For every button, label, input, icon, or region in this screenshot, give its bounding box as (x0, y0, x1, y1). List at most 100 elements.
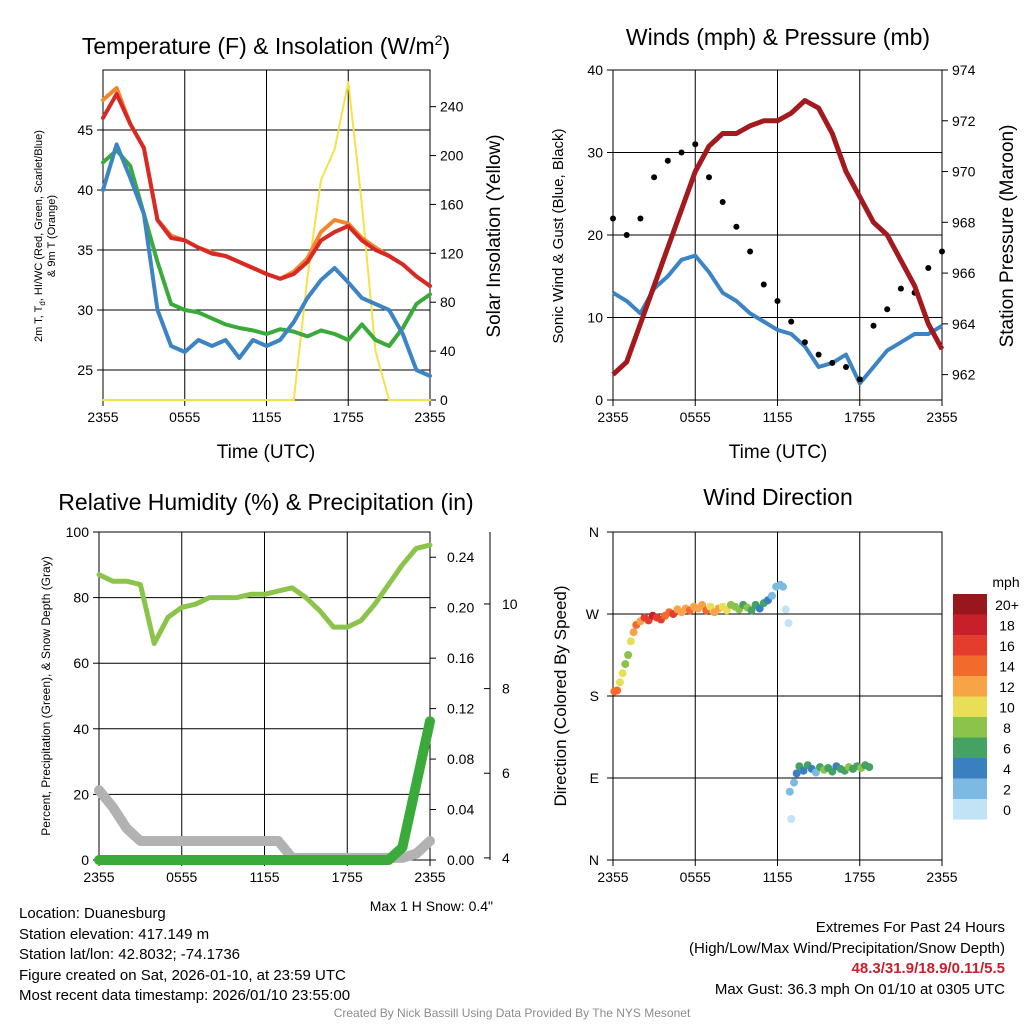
gust-point (939, 248, 945, 255)
y-tick-label: 35 (77, 242, 93, 258)
x-tick-label: 2355 (597, 869, 628, 885)
y-tick-label: 25 (77, 362, 93, 378)
x-tick-label: 1155 (762, 869, 792, 885)
y-tick-label: 40 (77, 182, 93, 198)
y2-tick-label: 0.08 (447, 751, 474, 767)
colorbar-label: 6 (1003, 741, 1011, 757)
y2-tick-label: 200 (440, 148, 464, 164)
direction-point (779, 582, 787, 591)
y3-tick-label: 4 (502, 850, 510, 866)
y3-tick-label: 10 (502, 596, 518, 612)
colorbar-label: 10 (999, 700, 1015, 716)
series-line-precipitation (94, 716, 435, 865)
x-tick-label: 0555 (680, 409, 711, 425)
y-tick-label: E (590, 770, 599, 786)
y-tick-label: 20 (73, 786, 89, 802)
wind-direction-panel: Wind Direction 2355 0555 1155 1755 2355NESWN… (551, 484, 1020, 885)
direction-point (613, 686, 622, 695)
direction-point (784, 619, 793, 628)
direction-point (768, 591, 776, 600)
colorbar-swatch (953, 717, 987, 738)
winds-ylabel: Sonic Wind & Gust (Blue, Black) (550, 128, 567, 343)
winds-panel: Winds (mph) & Pressure (mb) 2355 0555 1155… (550, 24, 1018, 463)
gust-point (610, 215, 616, 222)
station-latlon: Station lat/lon: 42.8032; -74.1736 (19, 946, 241, 963)
x-tick-label: 1155 (251, 409, 281, 425)
colorbar-swatch (953, 594, 987, 615)
gust-point (692, 141, 699, 148)
y-tick-label: 10 (587, 310, 603, 326)
y-tick-label: 30 (587, 145, 603, 161)
snow-note: Max 1 H Snow: 0.4" (370, 898, 493, 914)
y-tick-label: 45 (77, 122, 93, 138)
gust-point (623, 232, 630, 238)
winds-y2label: Station Pressure (Maroon) (997, 125, 1018, 348)
direction-point (626, 637, 635, 646)
y-tick-label: 40 (587, 62, 603, 78)
temperature-ylabel: 2m T, Td, HI/WC (Red, Green, Scarlet/Blu… (33, 130, 47, 342)
colorbar-label: 8 (1003, 720, 1011, 736)
winds-xlabel: Time (UTC) (729, 442, 828, 463)
y2-tick-label: 240 (440, 99, 464, 115)
y-tick-label: 0 (595, 392, 603, 408)
gust-point (897, 285, 904, 292)
gust-point (788, 318, 795, 325)
gust-point (651, 174, 658, 181)
series-line-2m-t (101, 92, 432, 288)
direction-point (618, 669, 627, 678)
colorbar-swatch (953, 737, 987, 758)
extremes-block: Extremes For Past 24 Hours (High/Low/Max… (689, 918, 1005, 1000)
humidity-title: Relative Humidity (%) & Precipitation (i… (58, 489, 473, 515)
gust-point (774, 298, 781, 304)
gust-point (678, 149, 685, 156)
y2-tick-label: 0.24 (447, 549, 474, 565)
y2-tick-label: 974 (952, 62, 976, 78)
y3-tick-label: 6 (502, 765, 510, 781)
colorbar-label: 12 (999, 679, 1015, 695)
colorbar-swatch (953, 614, 987, 635)
temperature-title: Temperature (F) & Insolation (W/m2) (82, 32, 450, 59)
y3-tick-label: 8 (502, 681, 510, 697)
colorbar-title: mph (992, 574, 1019, 590)
y2-tick-label: 964 (952, 316, 976, 332)
y2-tick-label: 0.20 (447, 600, 474, 616)
direction-point (785, 787, 794, 796)
x-tick-label: 2355 (597, 409, 628, 425)
extremes-values: 48.3/31.9/18.9/0.11/5.5 (851, 960, 1005, 977)
direction-point (865, 763, 874, 772)
gust-point (637, 215, 644, 222)
direction-point (747, 606, 756, 615)
wind-direction-ylabel: Direction (Colored By Speed) (551, 585, 570, 806)
y-tick-label: 30 (77, 302, 93, 318)
series-line-solar-insolation (102, 81, 431, 401)
gust-point (706, 174, 712, 181)
x-tick-label: 1155 (249, 869, 279, 885)
x-tick-label: 2355 (926, 409, 957, 425)
series-line-sonic-wind (611, 253, 944, 386)
colorbar-label: 16 (999, 638, 1015, 654)
x-tick-label: 1755 (333, 409, 364, 425)
humidity-panel: Relative Humidity (%) & Precipitation (i… (39, 489, 518, 914)
gust-point (801, 339, 808, 346)
colorbar-label: 0 (1003, 802, 1011, 818)
extremes-title: Extremes For Past 24 Hours (815, 919, 1005, 936)
y2-tick-label: 972 (952, 113, 976, 129)
colorbar-label: 14 (999, 659, 1015, 675)
colorbar-swatch (953, 635, 987, 656)
direction-point (799, 766, 808, 775)
winds-title: Winds (mph) & Pressure (mb) (626, 24, 930, 50)
x-tick-label: 2355 (83, 869, 114, 885)
gust-point (870, 322, 877, 329)
x-tick-label: 2355 (87, 409, 118, 425)
direction-point (722, 606, 731, 615)
direction-point (621, 660, 630, 669)
colorbar-swatch (953, 799, 987, 820)
gust-point (747, 248, 754, 255)
y-tick-label: 40 (73, 721, 89, 737)
colorbar-swatch (953, 655, 987, 676)
x-tick-label: 1155 (762, 409, 792, 425)
direction-point (781, 605, 790, 614)
data-timestamp: Most recent data timestamp: 2026/01/10 2… (19, 987, 351, 1004)
wind-direction-title: Wind Direction (703, 484, 853, 510)
y-tick-label: 100 (66, 524, 90, 540)
